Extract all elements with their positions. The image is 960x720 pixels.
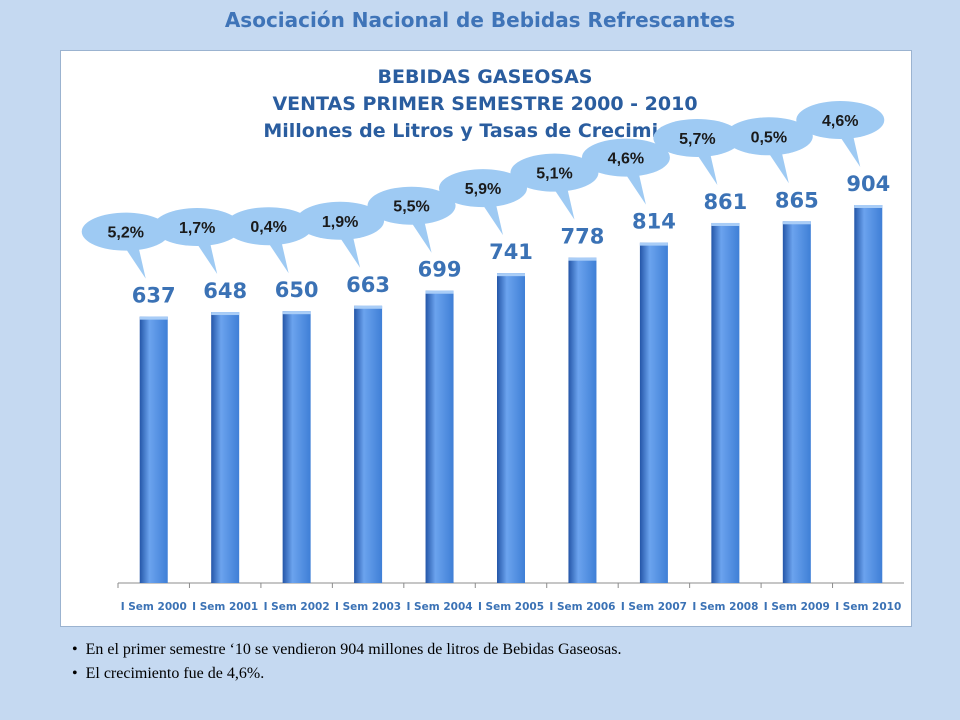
data-label: 778 <box>561 225 605 249</box>
bar <box>639 242 668 583</box>
growth-label: 1,7% <box>179 220 215 237</box>
page-title: Asociación Nacional de Bebidas Refrescan… <box>224 8 736 32</box>
growth-callout: 5,7% <box>653 118 742 185</box>
callout-bubble <box>510 153 599 192</box>
data-label: 663 <box>346 273 390 297</box>
callout-bubble <box>367 186 456 225</box>
growth-label: 5,7% <box>679 131 715 148</box>
category-label: I Sem 2005 <box>478 601 544 613</box>
bar <box>282 311 311 583</box>
category-label: I Sem 2003 <box>335 601 401 613</box>
bar-top <box>782 221 811 225</box>
bar <box>497 273 525 583</box>
bar <box>711 222 740 583</box>
callout-bubble <box>581 138 670 177</box>
bar <box>211 312 240 583</box>
note-item: El crecimiento fue de 4,6%. <box>72 662 932 686</box>
chart-subtitle-units: Millones de Litros y Tasas de Crecimient… <box>263 120 707 142</box>
bar <box>782 221 811 583</box>
callout-bubble <box>224 207 313 246</box>
bar-top <box>139 316 168 320</box>
growth-label: 4,6% <box>608 151 644 168</box>
callout-bubble <box>81 212 170 251</box>
callout-tail <box>119 239 146 279</box>
growth-callout: 0,5% <box>724 117 813 184</box>
category-label: I Sem 2002 <box>264 601 330 613</box>
data-label: 637 <box>132 284 176 308</box>
bar <box>139 316 168 583</box>
growth-label: 4,6% <box>822 113 858 130</box>
data-label: 648 <box>203 279 247 303</box>
category-label: I Sem 2004 <box>407 601 473 613</box>
growth-label: 1,9% <box>322 214 358 231</box>
bar-top <box>497 273 525 277</box>
growth-callout: 5,1% <box>510 153 599 220</box>
data-label: 814 <box>632 210 676 234</box>
data-label: 904 <box>846 172 890 196</box>
data-label: 861 <box>703 190 747 214</box>
category-label: I Sem 2009 <box>764 601 830 613</box>
growth-callout: 0,4% <box>224 207 313 274</box>
data-label: 741 <box>489 240 533 264</box>
data-label: 650 <box>275 278 319 302</box>
bar <box>425 290 454 583</box>
growth-label: 0,5% <box>751 129 787 146</box>
callout-bubble <box>724 117 813 156</box>
data-label: 699 <box>418 258 462 282</box>
chart-title: BEBIDAS GASEOSAS <box>377 66 593 88</box>
bar <box>854 205 883 583</box>
chart-subtitle: VENTAS PRIMER SEMESTRE 2000 - 2010 <box>272 93 698 115</box>
bar-top <box>639 242 668 246</box>
data-label: 865 <box>775 188 819 212</box>
bar-top <box>425 290 454 294</box>
category-label: I Sem 2010 <box>835 601 901 613</box>
category-label: I Sem 2007 <box>621 601 687 613</box>
growth-label: 5,5% <box>393 199 429 216</box>
growth-label: 5,9% <box>465 181 501 198</box>
category-label: I Sem 2001 <box>192 601 258 613</box>
category-label: I Sem 2006 <box>549 601 615 613</box>
growth-callout: 5,2% <box>81 212 170 279</box>
bar-top <box>854 205 883 208</box>
growth-callout: 4,6% <box>796 101 885 167</box>
growth-callout: 5,9% <box>439 169 527 236</box>
callout-bubble <box>296 201 385 240</box>
chart-title-block: BEBIDAS GASEOSAS VENTAS PRIMER SEMESTRE … <box>60 64 910 145</box>
category-label: I Sem 2008 <box>692 601 758 613</box>
growth-callout: 5,5% <box>367 186 456 253</box>
growth-label: 0,4% <box>250 219 286 236</box>
growth-label: 5,1% <box>536 166 572 183</box>
bar-top <box>282 311 311 315</box>
note-item: En el primer semestre ‘10 se vendieron 9… <box>72 638 932 662</box>
bar <box>568 257 597 583</box>
bar-top <box>568 257 597 261</box>
callout-bubble <box>796 101 885 139</box>
category-label: I Sem 2000 <box>121 601 187 613</box>
callout-bubble <box>153 208 242 247</box>
bar-top <box>211 312 240 316</box>
growth-callout: 1,7% <box>153 208 242 275</box>
bar <box>354 305 383 583</box>
growth-callout: 4,6% <box>581 138 670 205</box>
notes-list: En el primer semestre ‘10 se vendieron 9… <box>72 638 932 686</box>
callout-bubble <box>439 169 527 208</box>
growth-callout: 1,9% <box>296 201 385 268</box>
callout-bubble <box>653 118 742 157</box>
bar-top <box>354 305 383 309</box>
bar-top <box>711 222 740 226</box>
growth-label: 5,2% <box>107 225 143 242</box>
